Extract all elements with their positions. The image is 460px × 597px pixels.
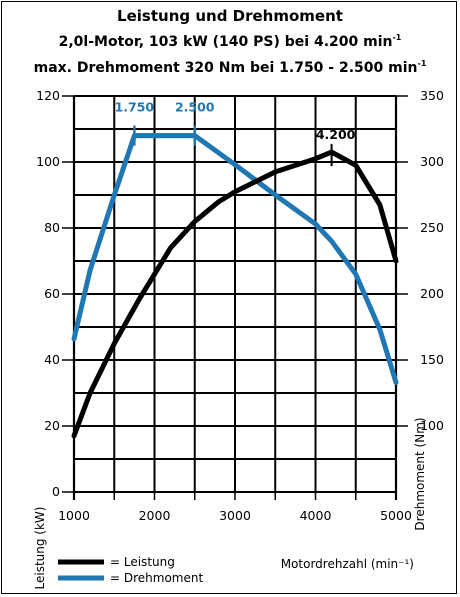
x-tick-label: 5000 <box>380 508 412 523</box>
chart-header: Leistung und Drehmoment 2,0l-Motor, 103 … <box>0 6 460 79</box>
grid-lines <box>73 95 397 493</box>
y-left-tick-label: 120 <box>36 88 60 103</box>
annotations: 1.750 2.500 4.200 <box>115 100 356 167</box>
y-left-tick-label: 20 <box>44 418 60 433</box>
series-line-leistung <box>71 149 399 439</box>
legend: = Leistung = Drehmoment <box>58 555 203 585</box>
chart-title: Leistung und Drehmoment <box>117 7 343 25</box>
series-lines <box>71 133 399 439</box>
y-left-tick-label: 100 <box>36 154 60 169</box>
annotation-label: 2.500 <box>175 100 215 115</box>
legend-label-leistung: = Leistung <box>110 555 175 569</box>
annotation-label: 1.750 <box>115 100 155 115</box>
axes: 0 20 40 60 80 100 120 100 150 200 250 300 350 1000 200… <box>36 88 444 523</box>
x-tick-label: 4000 <box>300 508 332 523</box>
subtitle-engine-text: 2,0l-Motor, 103 kW (140 PS) bei 4.200 mi… <box>58 34 393 50</box>
subtitle-torque-text: max. Drehmoment 320 Nm bei 1.750 - 2.500… <box>33 60 418 76</box>
y-left-tick-label: 40 <box>44 352 60 367</box>
legend-label-drehmoment: = Drehmoment <box>110 571 203 585</box>
subtitle-engine-unit-sup: -1 <box>392 33 402 42</box>
chart-subtitle-torque: max. Drehmoment 320 Nm bei 1.750 - 2.500… <box>0 53 460 79</box>
chart-subtitle-engine: 2,0l-Motor, 103 kW (140 PS) bei 4.200 mi… <box>0 27 460 53</box>
y-right-tick-label: 300 <box>420 154 444 169</box>
y-left-axis-title: Leistung (kW) <box>33 507 47 590</box>
annotation-label: 4.200 <box>316 127 356 142</box>
axis-labels: Leistung (kW) Drehmoment (Nm) Motordrehzah… <box>33 417 427 589</box>
y-left-tick-label: 60 <box>44 286 60 301</box>
y-left-tick-label: 0 <box>52 484 60 499</box>
y-right-axis-title: Drehmoment (Nm) <box>413 417 427 530</box>
y-right-tick-label: 350 <box>420 88 444 103</box>
y-left-tick-label: 80 <box>44 220 60 235</box>
y-right-tick-label: 200 <box>420 286 444 301</box>
subtitle-torque-unit-sup: -1 <box>417 59 427 68</box>
x-axis-title: Motordrehzahl (min⁻¹) <box>281 557 414 571</box>
x-tick-label: 3000 <box>219 508 251 523</box>
y-right-tick-label: 100 <box>420 418 444 433</box>
x-tick-label: 1000 <box>58 508 90 523</box>
y-right-tick-label: 150 <box>420 352 444 367</box>
y-right-tick-label: 250 <box>420 220 444 235</box>
x-tick-label: 2000 <box>139 508 171 523</box>
